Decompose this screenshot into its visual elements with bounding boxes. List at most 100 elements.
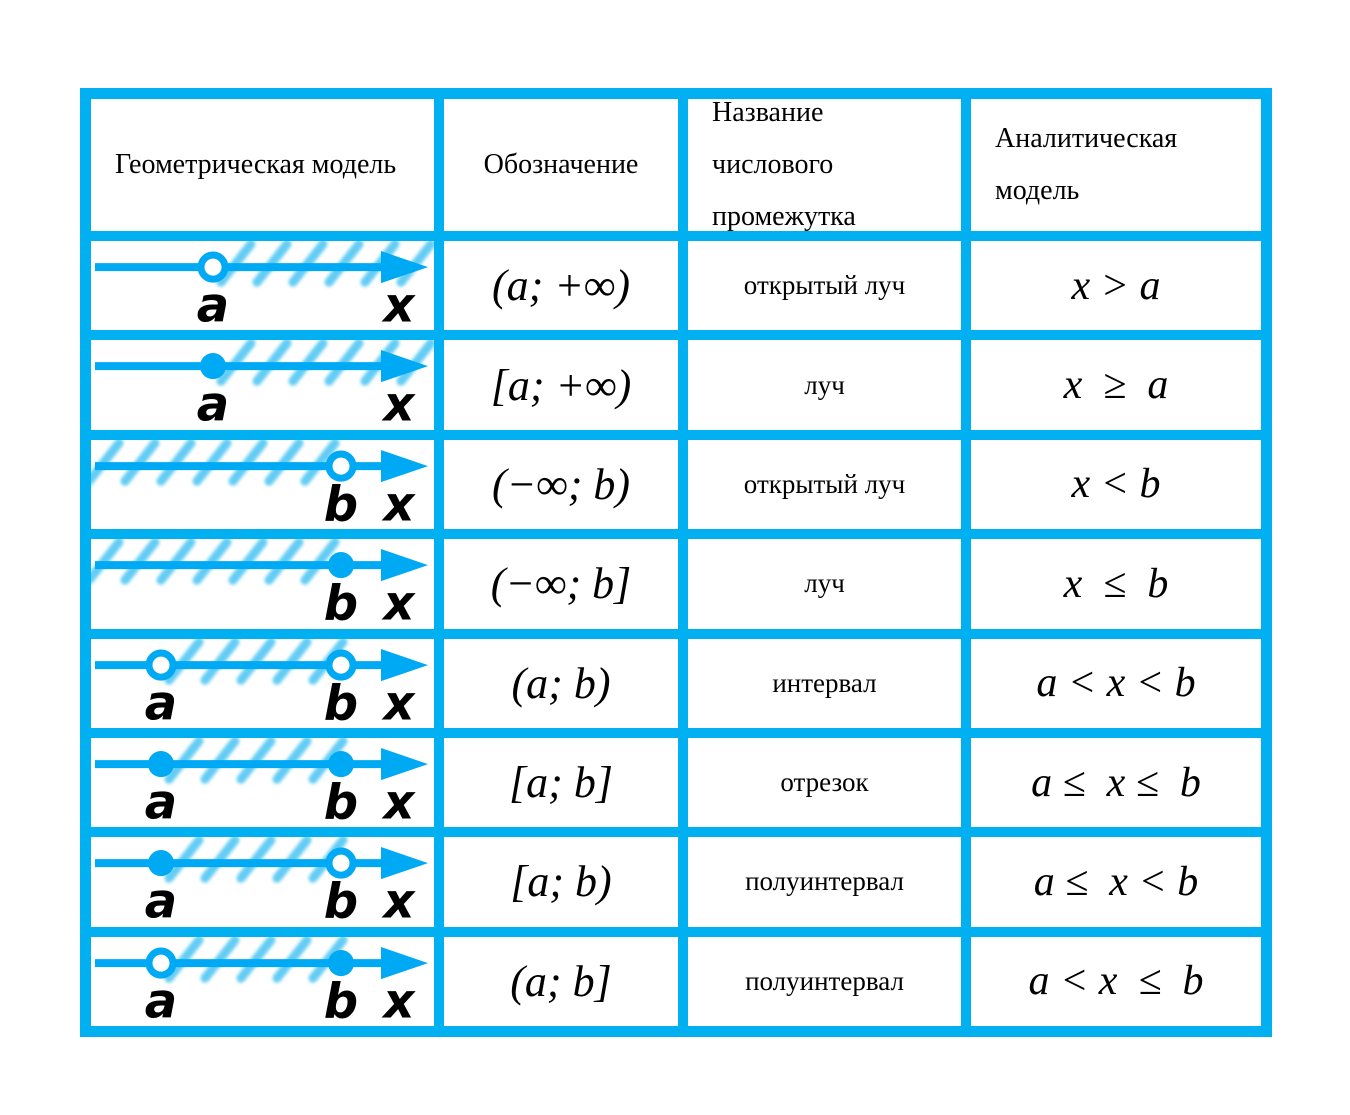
closed-endpoint-a xyxy=(148,850,174,877)
notation-cell-row6: [a; b] xyxy=(444,737,678,828)
header-geometric-model: Геометрическая модель xyxy=(91,99,434,231)
notation-cell-row3: (−∞; b) xyxy=(444,439,678,530)
interval-name-cell-row8: полуинтервал xyxy=(688,936,961,1026)
hatch-stroke xyxy=(236,837,276,883)
analytic-model-cell-row1: x > a xyxy=(971,241,1261,331)
intervals-table: Геометрическая модель Обозначение Назван… xyxy=(80,88,1272,1037)
header-analytic-model: Аналитическая модель xyxy=(971,99,1261,231)
point-label-a: a xyxy=(145,873,177,926)
closed-endpoint-b xyxy=(328,552,354,579)
point-label-a: a xyxy=(197,377,229,430)
hatch-stroke xyxy=(228,539,268,585)
hatch-stroke xyxy=(360,241,400,287)
hatch-stroke xyxy=(272,737,312,784)
axis-label-x: x xyxy=(382,277,417,330)
axis-label-x: x xyxy=(382,774,417,827)
closed-endpoint-b xyxy=(328,750,354,778)
axis-label-x: x xyxy=(382,575,417,628)
closed-endpoint-a xyxy=(148,750,174,778)
open-endpoint-b xyxy=(325,649,357,681)
interval-name-cell-row2: луч xyxy=(688,340,961,430)
hatch-stroke xyxy=(156,439,196,486)
analytic-model-cell-row6: a ≤ x ≤ b xyxy=(971,737,1261,828)
open-endpoint-a xyxy=(145,947,177,979)
header-notation: Обозначение xyxy=(444,99,678,231)
hatch-stroke xyxy=(200,837,240,883)
hatch-stroke xyxy=(236,638,276,685)
analytic-model-cell-row3: x < b xyxy=(971,439,1261,530)
point-label-a: a xyxy=(197,277,229,330)
hatch-stroke xyxy=(91,539,124,585)
notation-cell-row4: (−∞; b] xyxy=(444,539,678,629)
notation-cell-row7: [a; b) xyxy=(444,837,678,927)
hatch-stroke xyxy=(200,638,240,685)
axis-label-x: x xyxy=(382,476,417,529)
notation-cell-row1: (a; +∞) xyxy=(444,241,678,331)
interval-name-cell-row7: полуинтервал xyxy=(688,837,961,927)
hatch-stroke xyxy=(272,638,312,685)
axis-arrowhead xyxy=(381,648,428,681)
hatch-stroke xyxy=(91,439,124,485)
hatch-stroke xyxy=(264,539,304,585)
point-label-a: a xyxy=(145,675,177,728)
point-label-b: b xyxy=(324,873,358,926)
analytic-model-cell-row8: a < x ≤ b xyxy=(971,936,1261,1026)
axis-label-x: x xyxy=(382,377,417,430)
hatch-stroke xyxy=(236,936,276,983)
hatch-stroke xyxy=(120,539,160,585)
hatch-stroke xyxy=(120,439,160,486)
hatch-stroke xyxy=(300,439,340,486)
hatch-stroke xyxy=(216,241,256,287)
point-label-b: b xyxy=(324,476,358,529)
axis-arrowhead xyxy=(381,747,428,781)
interval-name-cell-row3: открытый луч xyxy=(688,439,961,530)
hatch-stroke xyxy=(324,340,364,387)
hatch-stroke xyxy=(236,737,276,784)
point-label-b: b xyxy=(324,675,358,728)
notation-cell-row8: (a; b] xyxy=(444,936,678,1026)
point-label-b: b xyxy=(324,973,358,1026)
analytic-model-cell-row2: x ≥ a xyxy=(971,340,1261,430)
hatch-stroke xyxy=(264,439,304,486)
hatch-stroke xyxy=(324,241,364,287)
hatch-stroke xyxy=(192,439,232,486)
axis-arrowhead xyxy=(381,449,428,482)
hatch-stroke xyxy=(216,340,256,387)
axis-label-x: x xyxy=(382,873,417,926)
hatch-stroke xyxy=(228,439,268,486)
open-endpoint-a xyxy=(197,251,229,283)
notation-cell-row5: (a; b) xyxy=(444,638,678,728)
hatch-stroke xyxy=(156,539,196,585)
open-endpoint-b xyxy=(325,450,357,482)
interval-name-cell-row1: открытый луч xyxy=(688,241,961,331)
hatch-stroke xyxy=(272,936,312,983)
hatch-stroke xyxy=(200,737,240,784)
hatch-stroke xyxy=(272,837,312,883)
closed-endpoint-b xyxy=(328,949,354,976)
analytic-model-cell-row5: a < x < b xyxy=(971,638,1261,728)
hatch-stroke xyxy=(192,539,232,585)
point-label-a: a xyxy=(145,973,177,1026)
closed-endpoint-a xyxy=(200,353,226,380)
interval-name-cell-row5: интервал xyxy=(688,638,961,728)
point-label-a: a xyxy=(145,774,177,827)
header-interval-name: Название числового промежутка xyxy=(688,99,961,231)
axis-arrowhead xyxy=(381,350,428,383)
open-endpoint-b xyxy=(325,847,357,879)
interval-name-cell-row4: луч xyxy=(688,539,961,629)
analytic-model-cell-row4: x ≤ b xyxy=(971,539,1261,629)
